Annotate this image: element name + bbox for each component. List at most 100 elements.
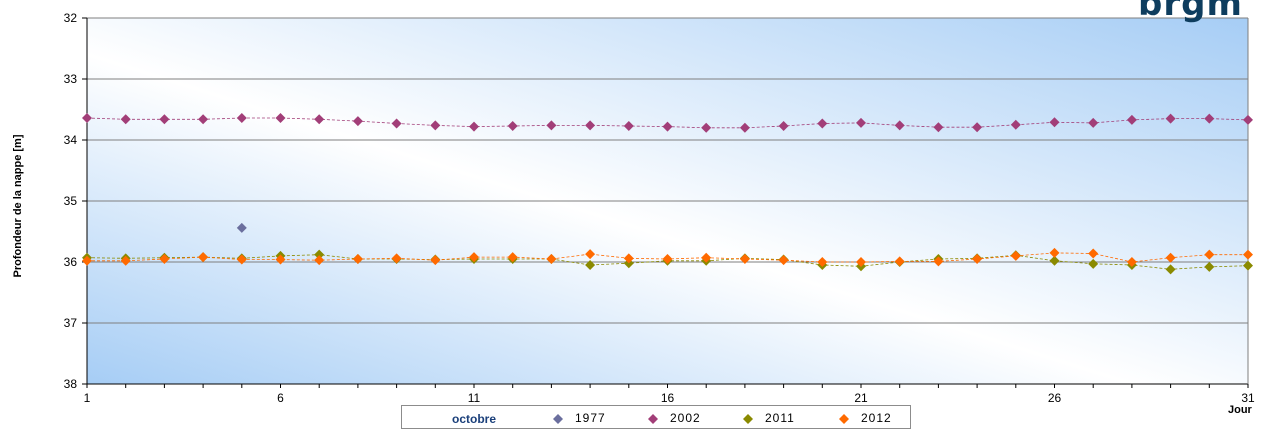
point-2012-11 xyxy=(469,252,479,263)
point-2002-25 xyxy=(1010,119,1021,130)
legend: octobre 1977 2002 2011 2012 xyxy=(401,405,911,429)
point-2002-18 xyxy=(739,122,750,133)
point-2002-19 xyxy=(778,120,789,131)
point-2002-10 xyxy=(430,120,441,131)
point-2012-10 xyxy=(430,255,441,266)
point-2012-12 xyxy=(507,252,518,263)
point-2012-28 xyxy=(1126,257,1137,267)
x-tick-label-6: 6 xyxy=(277,391,284,405)
y-tick-label-35: 35 xyxy=(64,194,78,208)
y-tick-label-34: 34 xyxy=(64,133,78,147)
point-2002-7 xyxy=(314,114,325,125)
point-2012-30 xyxy=(1204,249,1215,260)
x-tick-label-11: 11 xyxy=(468,391,481,405)
point-2012-18 xyxy=(739,253,750,264)
point-2012-15 xyxy=(623,253,634,264)
point-2011-27 xyxy=(1088,258,1099,269)
x-tick-labels: 1 6 11 16 21 26 31 xyxy=(84,391,1255,405)
point-2002-5 xyxy=(236,113,247,124)
point-2002-29 xyxy=(1165,113,1176,124)
legend-marker-2011 xyxy=(743,414,753,424)
legend-marker-2002 xyxy=(648,414,658,424)
series-layer xyxy=(82,113,1253,275)
point-2002-14 xyxy=(585,120,596,131)
point-2011-7 xyxy=(314,249,325,260)
axes xyxy=(82,17,1249,388)
point-2002-3 xyxy=(159,114,170,125)
point-2012-2 xyxy=(120,255,131,266)
point-2012-25 xyxy=(1010,250,1021,261)
point-2002-8 xyxy=(352,116,363,127)
legend-title: octobre xyxy=(452,412,497,426)
point-2002-23 xyxy=(933,122,944,133)
point-2012-27 xyxy=(1088,248,1099,259)
point-2002-15 xyxy=(623,120,634,131)
point-2012-19 xyxy=(778,255,789,266)
point-2011-31 xyxy=(1243,260,1253,271)
x-tick-label-31: 31 xyxy=(1241,391,1255,405)
point-2002-26 xyxy=(1049,117,1060,128)
series-2012 xyxy=(82,247,1253,267)
legend-label-1977: 1977 xyxy=(575,411,606,425)
point-2012-21 xyxy=(856,257,866,267)
point-2012-26 xyxy=(1049,247,1060,258)
point-2012-5 xyxy=(236,254,247,265)
legend-label-2002: 2002 xyxy=(670,411,701,425)
point-2012-9 xyxy=(391,253,402,264)
brgm-logo: brgm xyxy=(1138,0,1243,24)
legend-marker-2012 xyxy=(839,414,849,424)
x-tick-label-26: 26 xyxy=(1048,391,1062,405)
point-2012-8 xyxy=(352,253,363,264)
x-tick-label-21: 21 xyxy=(854,391,868,405)
point-2002-28 xyxy=(1126,114,1137,125)
y-tick-labels: 32 33 34 35 36 37 38 xyxy=(64,11,78,391)
point-2002-6 xyxy=(275,113,286,124)
point-2012-7 xyxy=(314,255,325,266)
point-2002-13 xyxy=(546,120,557,131)
point-2002-9 xyxy=(391,118,402,129)
point-2002-17 xyxy=(701,122,712,133)
point-2012-4 xyxy=(198,252,209,263)
legend-label-2011: 2011 xyxy=(765,411,795,425)
point-2012-29 xyxy=(1165,252,1176,263)
point-1977-5 xyxy=(236,222,247,233)
point-2002-24 xyxy=(972,122,983,133)
y-tick-label-32: 32 xyxy=(64,11,78,25)
point-2002-11 xyxy=(469,121,479,132)
point-2012-20 xyxy=(817,257,828,267)
series-2002 xyxy=(82,113,1253,133)
point-2011-29 xyxy=(1165,264,1176,275)
y-tick-label-38: 38 xyxy=(64,377,78,391)
x-tick-label-1: 1 xyxy=(84,391,91,405)
point-2012-1 xyxy=(82,255,92,266)
legend-label-2012: 2012 xyxy=(861,411,892,425)
point-2002-27 xyxy=(1088,117,1099,128)
point-2012-24 xyxy=(972,253,983,264)
point-2002-12 xyxy=(507,120,518,131)
point-2012-17 xyxy=(701,252,712,263)
point-2002-30 xyxy=(1204,113,1215,124)
point-2012-14 xyxy=(585,249,596,260)
point-2002-16 xyxy=(662,121,673,132)
y-tick-label-37: 37 xyxy=(64,316,78,330)
point-2002-1 xyxy=(82,113,92,124)
point-2012-16 xyxy=(662,253,673,264)
point-2012-22 xyxy=(894,256,905,267)
point-2002-4 xyxy=(198,114,209,125)
y-tick-label-33: 33 xyxy=(64,72,78,86)
point-2002-2 xyxy=(120,114,131,125)
point-2002-22 xyxy=(894,120,905,131)
point-2011-30 xyxy=(1204,261,1215,272)
point-2012-31 xyxy=(1243,249,1253,260)
point-2012-23 xyxy=(933,256,944,267)
series-1977 xyxy=(236,222,247,233)
y-tick-label-36: 36 xyxy=(64,255,78,269)
point-2011-26 xyxy=(1049,255,1060,266)
point-2012-6 xyxy=(275,254,286,265)
point-2012-13 xyxy=(546,253,557,264)
point-2012-3 xyxy=(159,253,170,264)
point-2011-14 xyxy=(585,260,596,271)
x-axis-label: Jour xyxy=(1228,404,1252,416)
point-2002-31 xyxy=(1243,114,1253,125)
legend-marker-1977 xyxy=(553,414,563,424)
